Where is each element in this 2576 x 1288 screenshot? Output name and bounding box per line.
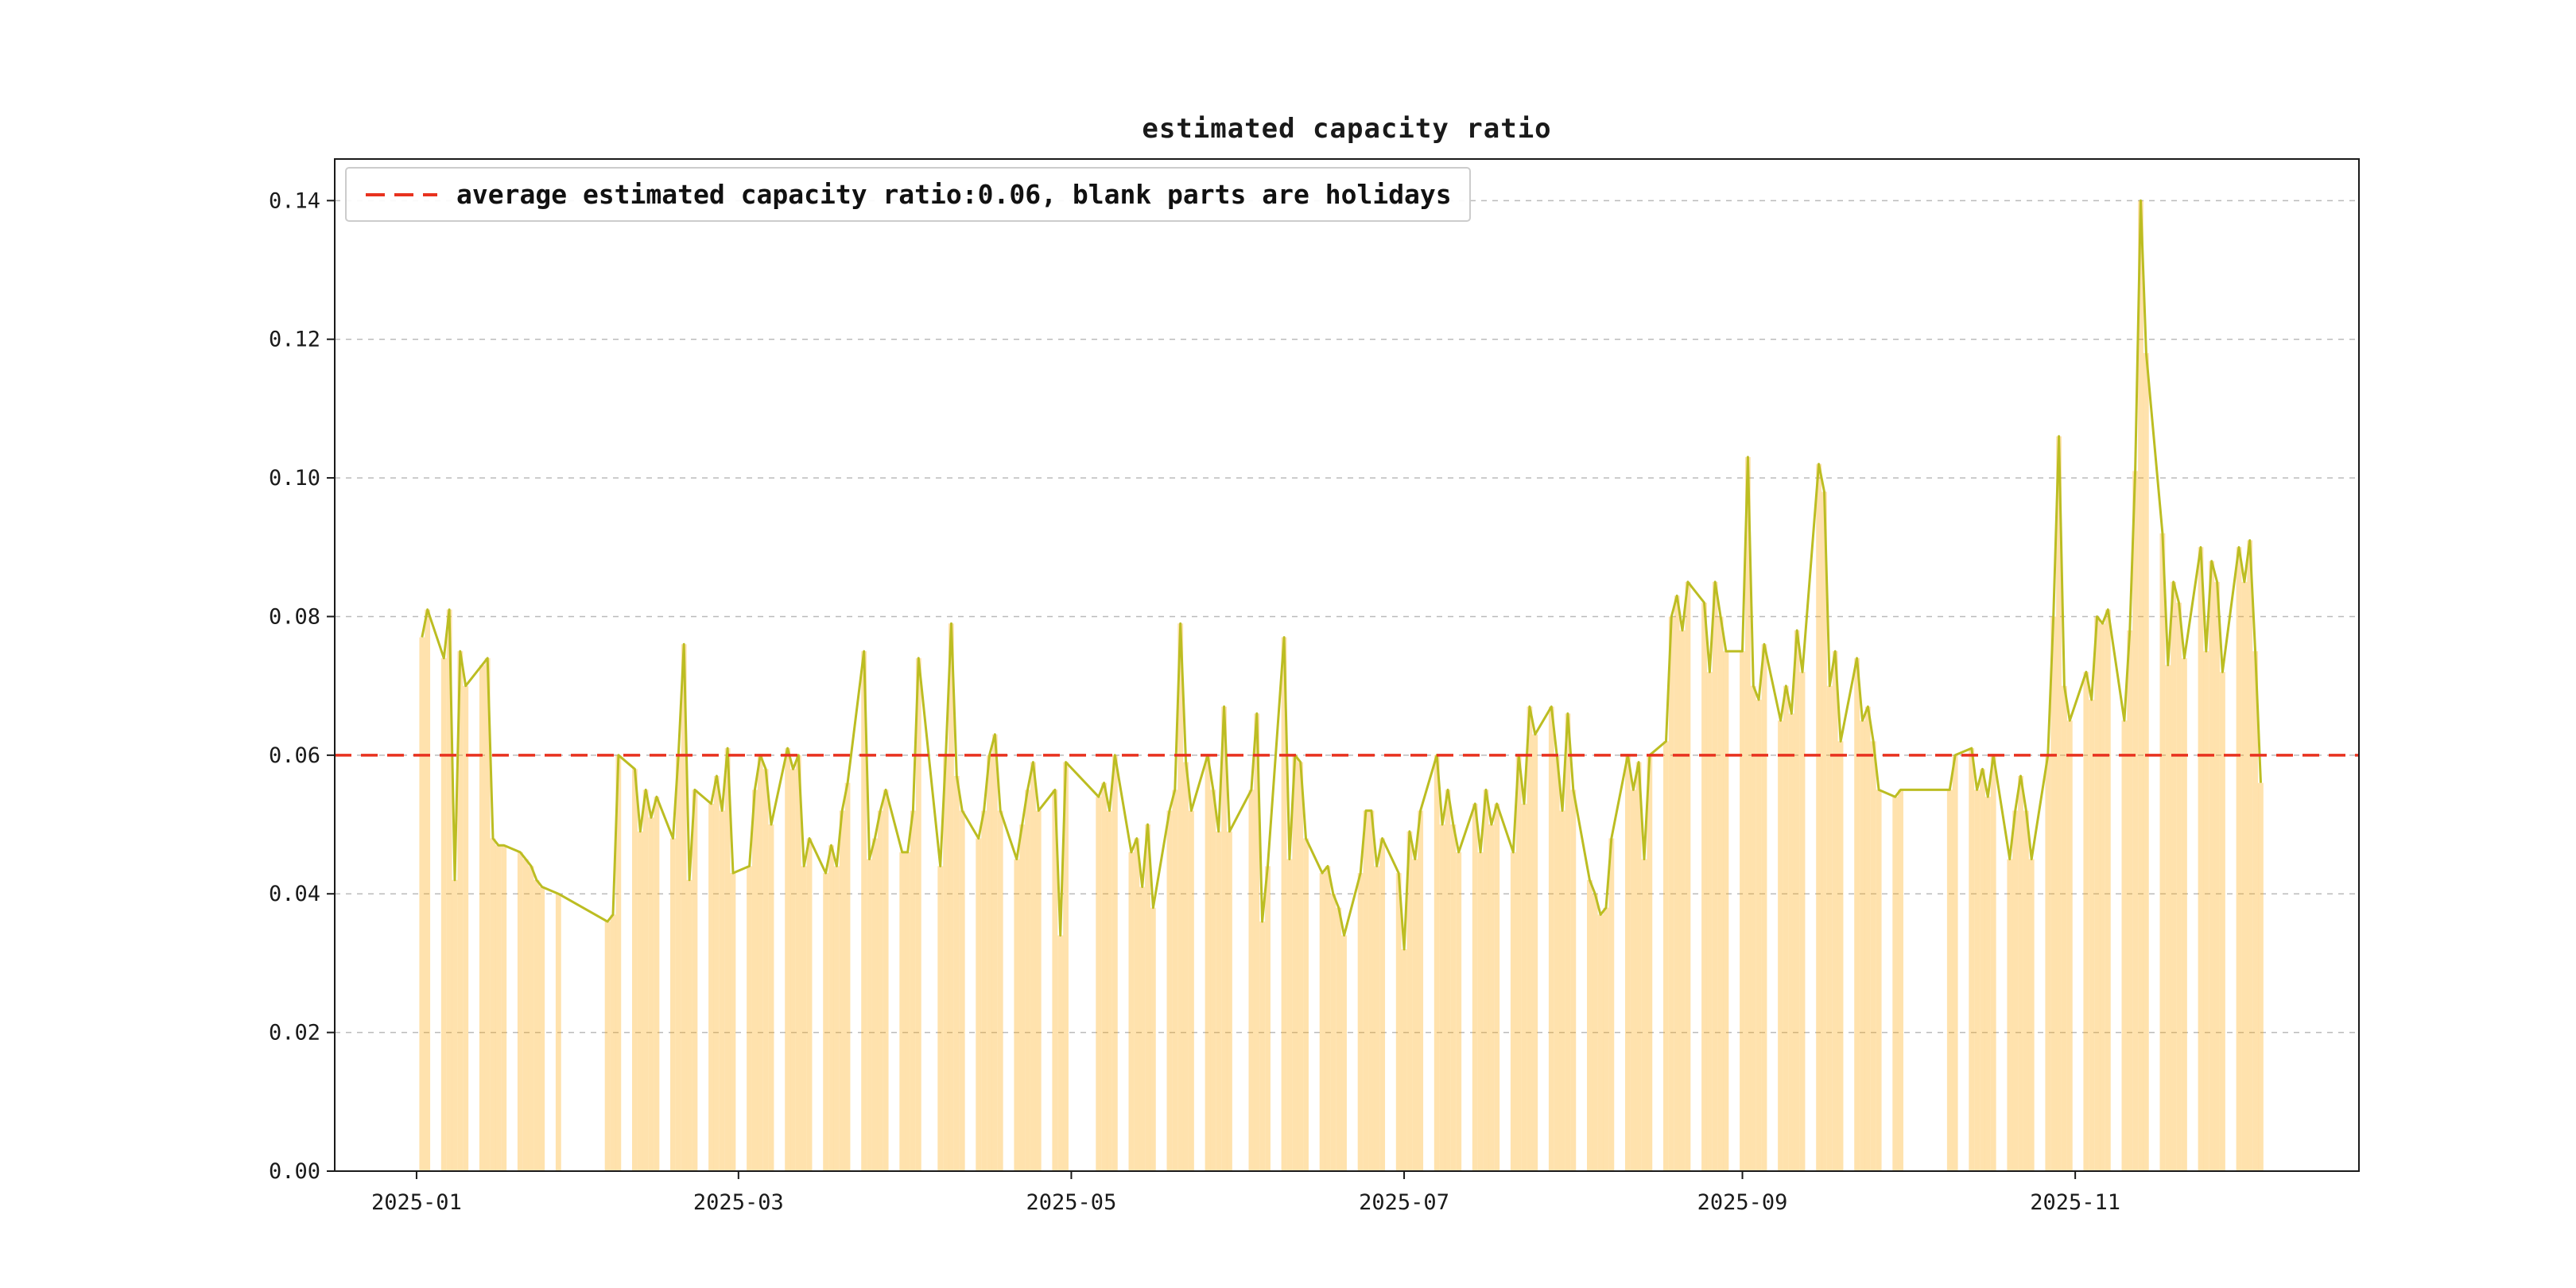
x-tick-label: 2025-09 [1697,1190,1788,1215]
y-tick-label: 0.10 [269,466,320,491]
chart-title: estimated capacity ratio [1142,113,1552,145]
axes-frame [334,158,2360,1172]
y-tick-label: 0.02 [269,1021,320,1046]
x-axis-ticks: 2025-01 2025-03 2025-05 2025-07 2025-09 2025-… [371,1171,2120,1215]
x-tick-label: 2025-05 [1026,1190,1117,1215]
x-tick-label: 2025-03 [693,1190,784,1215]
legend-dashed-line-icon [366,192,437,196]
legend-label: average estimated capacity ratio:0.06, b… [456,179,1452,210]
y-axis-ticks: 0.00 0.02 0.04 0.06 0.08 0.10 0.12 0.14 [269,188,335,1184]
y-tick-label: 0.14 [269,188,320,213]
y-tick-label: 0.12 [269,328,320,352]
y-tick-label: 0.06 [269,743,320,768]
workday-bars [419,200,2264,1172]
x-tick-label: 2025-01 [371,1190,462,1215]
y-tick-label: 0.08 [269,604,320,629]
capacity-ratio-line [421,199,2262,951]
x-tick-label: 2025-07 [1359,1190,1449,1215]
x-tick-label: 2025-11 [2030,1190,2120,1215]
y-tick-label: 0.00 [269,1159,320,1184]
legend: average estimated capacity ratio:0.06, b… [345,167,1471,222]
y-tick-label: 0.04 [269,882,320,906]
